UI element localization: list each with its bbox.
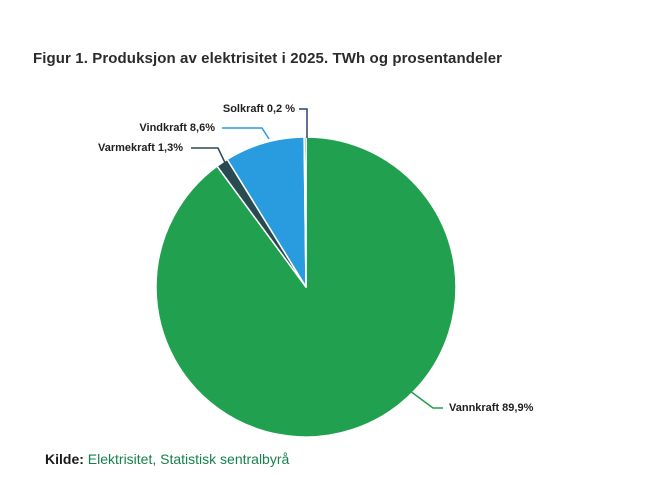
pie-slices [155, 136, 457, 438]
slice-label-vannkraft: Vannkraft 89,9% [449, 402, 534, 414]
slice-label-varmekraft: Varmekraft 1,3% [98, 142, 183, 154]
chart-title: Figur 1. Produksjon av elektrisitet i 20… [33, 50, 503, 67]
source-line: Kilde: Elektrisitet, Statistisk sentralb… [45, 451, 289, 467]
solkraft-leader-line [299, 108, 308, 138]
slice-label-vindkraft: Vindkraft 8,6% [139, 122, 215, 134]
source-link[interactable]: Elektrisitet, Statistisk sentralbyrå [87, 451, 290, 467]
vindkraft-leader-line [222, 127, 270, 140]
slice-label-solkraft: Solkraft 0,2 % [222, 103, 295, 115]
source-prefix-label: Kilde: [45, 451, 84, 467]
